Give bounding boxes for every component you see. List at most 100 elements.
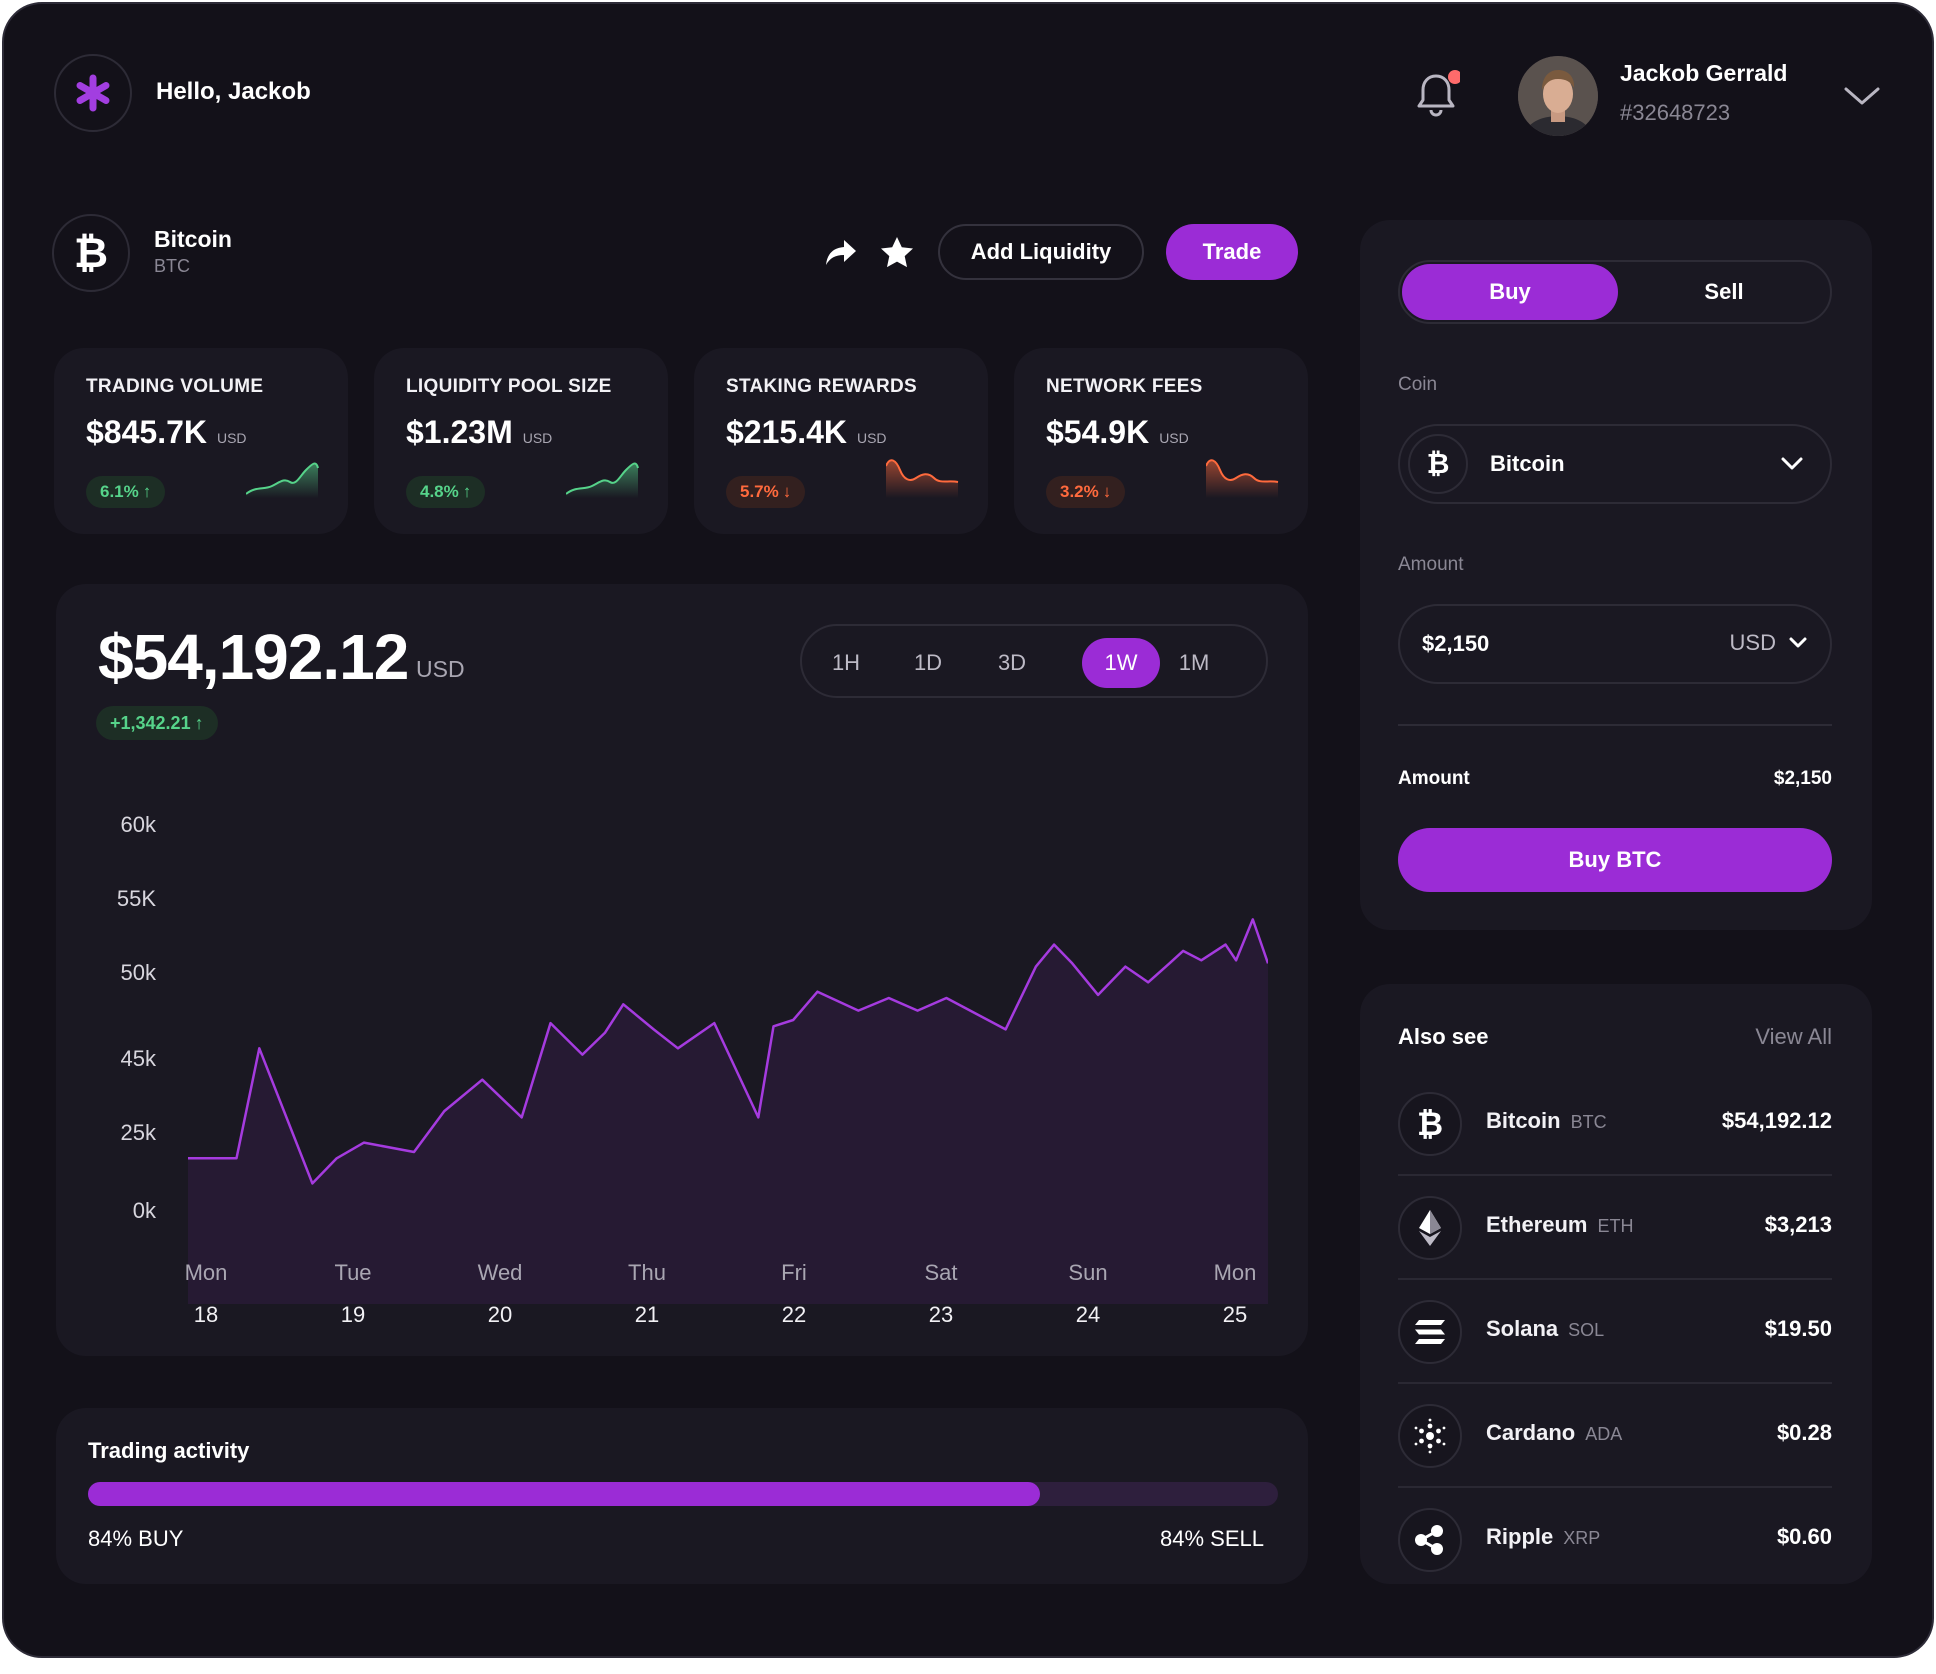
also-see-title: Also see <box>1398 1024 1489 1049</box>
price-point <box>361 1140 367 1146</box>
price-point <box>548 1020 554 1026</box>
stat-card: LIQUIDITY POOL SIZE $1.23M USD 4.8% ↑ <box>374 348 668 534</box>
x-tick-date: 21 <box>634 1302 660 1327</box>
coin-list-item[interactable]: Cardano ADA $0.28 <box>1398 1384 1832 1488</box>
coin-name: Ethereum <box>1486 1212 1588 1237</box>
x-tick-label: Wed 20 <box>460 1260 540 1328</box>
price-line <box>188 918 1268 1185</box>
summary-amount-value: $2,150 <box>1773 768 1832 789</box>
timeframe-3d[interactable]: 3D <box>997 650 1027 675</box>
add-liquidity-button[interactable]: Add Liquidity <box>938 224 1144 280</box>
price-point <box>234 1155 240 1161</box>
price-point <box>675 1045 681 1051</box>
coin-name: Bitcoin <box>1486 1108 1561 1133</box>
user-photo-icon <box>1518 56 1598 136</box>
price-chart-card: $54,192.12 USD +1,342.21 ↑ 1H 1D 3D 1W 1M 60… <box>56 584 1308 1356</box>
arrow-up-icon: ↑ <box>194 712 204 733</box>
y-tick-label: 0k <box>132 1198 156 1223</box>
x-tick-date: 19 <box>340 1302 366 1327</box>
x-tick-day: Mon <box>184 1260 228 1285</box>
timeframe-selector: 1H 1D 3D 1W 1M <box>800 624 1268 698</box>
coin-select[interactable]: ₿ Bitcoin <box>1398 424 1832 504</box>
buy-percentage: 84% BUY <box>88 1526 184 1551</box>
price-point <box>1223 942 1229 948</box>
app-logo[interactable] <box>54 54 132 132</box>
coin-name-row: Ripple XRP <box>1486 1524 1600 1550</box>
x-tick-day: Sat <box>924 1260 958 1285</box>
buy-btc-button[interactable]: Buy BTC <box>1398 828 1832 892</box>
y-tick-label: 50k <box>120 960 156 985</box>
current-price: $54,192.12 <box>98 621 409 693</box>
ethereum-icon <box>1416 1208 1444 1248</box>
buy-sell-toggle: Buy Sell <box>1398 260 1832 324</box>
price-point <box>1145 979 1151 985</box>
timeframe-1m[interactable]: 1M <box>1178 650 1210 675</box>
coin-price: $3,213 <box>1764 1212 1832 1237</box>
coin-icon-wrap <box>1398 1508 1462 1572</box>
stat-unit: USD <box>522 430 553 446</box>
trade-button[interactable]: Trade <box>1166 224 1298 280</box>
coin-price: $0.28 <box>1776 1420 1832 1445</box>
bitcoin-icon: ₿ <box>73 229 109 276</box>
asterisk-logo-icon <box>76 74 110 112</box>
x-tick-label: Sun 24 <box>1048 1260 1128 1328</box>
x-tick-day: Wed <box>477 1260 523 1285</box>
stat-change-badge: 4.8% ↑ <box>406 476 486 508</box>
coin-list-item[interactable]: Ethereum ETH $3,213 <box>1398 1176 1832 1280</box>
timeframe-1h[interactable]: 1H <box>831 650 861 675</box>
stat-value-row: $845.7K USD <box>86 414 247 451</box>
stat-label: STAKING REWARDS <box>726 376 917 397</box>
coin-icon-wrap <box>1398 1196 1462 1260</box>
account-menu-toggle[interactable] <box>1842 84 1882 108</box>
currency-select[interactable]: USD <box>1730 630 1808 656</box>
stat-change: 3.2% <box>1060 482 1099 501</box>
price-change-badge: +1,342.21 ↑ <box>96 706 218 740</box>
view-all-link[interactable]: View All <box>1755 1024 1832 1049</box>
price-point <box>1166 960 1172 966</box>
chevron-down-icon <box>1844 87 1880 105</box>
coin-name: Solana <box>1486 1316 1559 1341</box>
price-point <box>790 1017 796 1023</box>
price-point <box>411 1149 417 1155</box>
stat-card: NETWORK FEES $54.9K USD 3.2% ↓ <box>1014 348 1308 534</box>
coin-ticker: SOL <box>1568 1320 1605 1340</box>
favorite-button[interactable] <box>878 234 916 272</box>
share-button[interactable] <box>824 236 858 270</box>
notifications-button[interactable] <box>1412 68 1462 124</box>
timeframe-1d[interactable]: 1D <box>913 650 943 675</box>
x-tick-date: 22 <box>781 1302 807 1327</box>
trading-activity-title: Trading activity <box>88 1438 250 1463</box>
stat-change: 4.8% <box>420 482 459 501</box>
x-tick-day: Fri <box>781 1260 807 1285</box>
chevron-down-icon <box>1789 637 1807 648</box>
buy-tab[interactable]: Buy <box>1402 264 1618 320</box>
user-name: Jackob Gerrald <box>1620 60 1788 86</box>
coin-list-item[interactable]: Solana SOL $19.50 <box>1398 1280 1832 1384</box>
avatar[interactable] <box>1518 56 1598 136</box>
price-point <box>441 1108 447 1114</box>
coin-price: $0.60 <box>1776 1524 1832 1549</box>
currency-value: USD <box>1729 630 1776 655</box>
x-tick-day: Thu <box>628 1260 666 1285</box>
x-tick-day: Tue <box>334 1260 372 1285</box>
sell-tab[interactable]: Sell <box>1704 279 1744 304</box>
price-point <box>1250 916 1256 922</box>
price-change-value: +1,342.21 <box>110 712 191 733</box>
amount-input[interactable]: $2,150 USD <box>1398 604 1832 684</box>
x-tick-date: 18 <box>193 1302 219 1327</box>
price-point <box>256 1045 262 1051</box>
timeframe-1w[interactable]: 1W <box>1082 638 1160 688</box>
x-tick-date: 20 <box>487 1302 513 1327</box>
x-tick-label: Mon 18 <box>166 1260 246 1328</box>
coin-list-item[interactable]: Ripple XRP $0.60 <box>1398 1488 1832 1592</box>
stat-change: 6.1% <box>100 482 139 501</box>
coin-list-item[interactable]: ₿ Bitcoin BTC $54,192.12 <box>1398 1072 1832 1176</box>
coin-ticker: ADA <box>1585 1424 1623 1444</box>
price-point <box>1051 942 1057 948</box>
price-point <box>1033 964 1039 970</box>
asset-ticker: BTC <box>154 256 190 276</box>
also-see-card: Also see View All ₿ Bitcoin BTC $54,192.1… <box>1360 984 1872 1584</box>
price-point <box>943 995 949 1001</box>
cardano-icon <box>1412 1418 1448 1454</box>
bitcoin-icon: ₿ <box>1416 1105 1444 1142</box>
